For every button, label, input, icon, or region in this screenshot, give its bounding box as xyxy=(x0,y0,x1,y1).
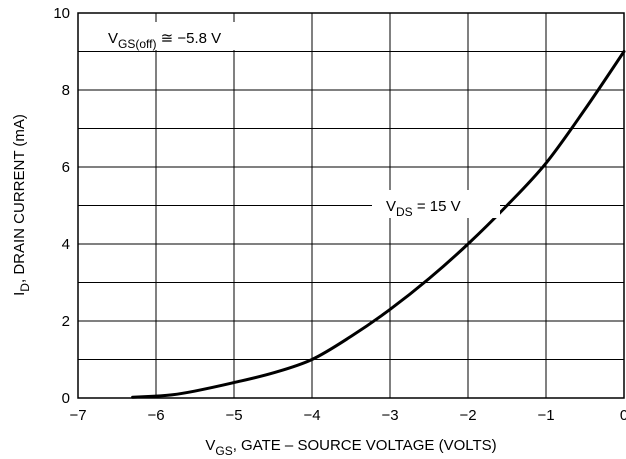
x-tick-label: −7 xyxy=(69,407,86,424)
annotation-vds: VDS = 15 V xyxy=(386,198,461,219)
series-line xyxy=(131,50,626,399)
x-axis-label: VGS, GATE – SOURCE VOLTAGE (VOLTS) xyxy=(205,437,496,458)
plot-frame xyxy=(77,12,625,399)
x-tick-label: −6 xyxy=(147,407,164,424)
y-axis-label: ID, DRAIN CURRENT (mA) xyxy=(11,114,32,296)
y-tick-label: 10 xyxy=(53,5,70,22)
annotation-vds-bg xyxy=(372,190,500,218)
y-tick-label: 4 xyxy=(62,236,70,253)
tick-labels: −7 −6 −5 −4 −3 −2 −1 0 0 2 4 6 8 10 xyxy=(53,5,626,424)
x-tick-label: 0 xyxy=(620,407,626,424)
x-tick-label: −3 xyxy=(381,407,398,424)
annotation-vgsoff: VGS(off) ≅ −5.8 V xyxy=(108,30,221,51)
x-tick-label: −5 xyxy=(225,407,242,424)
x-tick-label: −4 xyxy=(303,407,320,424)
y-tick-label: 8 xyxy=(62,82,70,99)
y-tick-label: 0 xyxy=(62,390,70,407)
y-tick-label: 6 xyxy=(62,159,70,176)
x-tick-label: −2 xyxy=(459,407,476,424)
y-tick-label: 2 xyxy=(62,313,70,330)
annotation-vgsoff-bg xyxy=(98,22,276,50)
grid xyxy=(77,12,625,399)
x-tick-label: −1 xyxy=(537,407,554,424)
